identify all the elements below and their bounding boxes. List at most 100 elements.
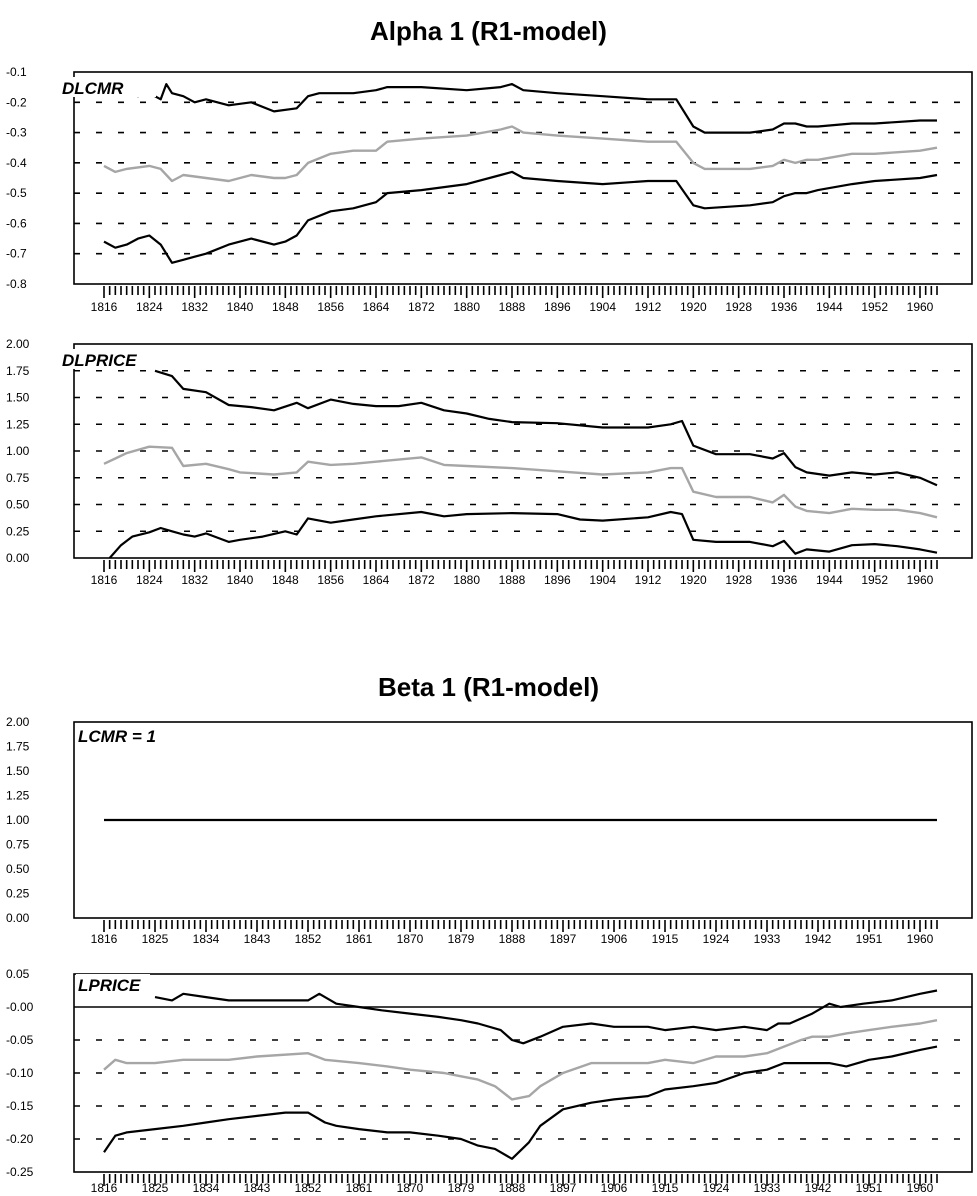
plot-frame	[73, 721, 973, 919]
panel-label: DLCMR	[62, 79, 124, 98]
x-tick-label: 1924	[703, 1181, 730, 1195]
x-tick-label: 1960	[907, 573, 934, 587]
x-tick-label: 1888	[499, 573, 526, 587]
x-tick-label: 1896	[544, 300, 571, 314]
x-tick-label: 1888	[499, 1181, 526, 1195]
x-tick-label: 1824	[136, 573, 163, 587]
y-tick-label: 1.50	[6, 764, 30, 778]
x-tick-label: 1920	[680, 300, 707, 314]
y-tick-label: 0.25	[6, 524, 30, 538]
x-tick-label: 1852	[295, 932, 322, 946]
x-tick-label: 1936	[771, 573, 798, 587]
x-tick-label: 1888	[499, 300, 526, 314]
x-tick-label: 1848	[272, 573, 299, 587]
x-tick-label: 1888	[499, 932, 526, 946]
x-tick-label: 1933	[754, 1181, 781, 1195]
y-tick-label: -0.25	[6, 1165, 34, 1179]
x-tick-label: 1960	[907, 932, 934, 946]
x-tick-label: 1944	[816, 300, 843, 314]
y-tick-label: 0.25	[6, 887, 30, 901]
x-tick-label: 1848	[272, 300, 299, 314]
x-tick-label: 1906	[601, 1181, 628, 1195]
series-line-estimate	[103, 125, 938, 183]
y-tick-label: 1.75	[6, 364, 30, 378]
x-tick-label: 1942	[805, 932, 832, 946]
y-tick-label: 1.25	[6, 789, 30, 803]
y-tick-label: 0.75	[6, 471, 30, 485]
series-line-lower	[103, 1045, 938, 1160]
y-tick-label: 1.75	[6, 740, 30, 754]
y-tick-label: 1.50	[6, 391, 30, 405]
y-tick-label: -0.6	[6, 216, 27, 230]
x-tick-label: 1944	[816, 573, 843, 587]
x-tick-label: 1915	[652, 1181, 679, 1195]
series-line-estimate	[103, 1019, 938, 1101]
x-tick-label: 1864	[363, 300, 390, 314]
x-tick-label: 1840	[227, 573, 254, 587]
chart-dlprice: 2.00 1.75 1.50 1.25 1.00 0.75 0.50 0.25 0.00 1816…	[6, 337, 973, 587]
x-tick-label: 1816	[91, 932, 118, 946]
x-tick-label: 1920	[680, 573, 707, 587]
x-tick-label: 1852	[295, 1181, 322, 1195]
y-tick-label: -0.3	[6, 126, 27, 140]
y-tick-label: 1.00	[6, 444, 30, 458]
y-tick-label: -0.7	[6, 247, 27, 261]
alpha-chart-title: Alpha 1 (R1-model)	[370, 16, 607, 46]
y-tick-label: 0.05	[6, 967, 30, 981]
y-tick-label: 2.00	[6, 715, 30, 729]
y-tick-label: -0.15	[6, 1099, 34, 1113]
plot-frame	[73, 71, 973, 285]
panel-label-backing	[60, 349, 168, 369]
y-tick-label: 0.50	[6, 498, 30, 512]
x-tick-label: 1816	[91, 1181, 118, 1195]
panel-label: LPRICE	[78, 976, 141, 995]
x-tick-label: 1896	[544, 573, 571, 587]
y-tick-label: 0.50	[6, 862, 30, 876]
x-tick-label: 1843	[244, 1181, 271, 1195]
x-tick-label: 1832	[181, 573, 208, 587]
x-tick-label: 1951	[856, 932, 883, 946]
chart-lprice: 0.05 -0.00 -0.05 -0.10 -0.15 -0.20 -0.25 1816 18…	[6, 967, 973, 1195]
y-tick-label: -0.1	[6, 65, 27, 79]
x-tick-label: 1816	[91, 573, 118, 587]
x-tick-label: 1825	[142, 932, 169, 946]
x-tick-label: 1942	[805, 1181, 832, 1195]
x-tick-label: 1928	[725, 573, 752, 587]
y-tick-label: 0.00	[6, 551, 30, 565]
panel-label-backing	[76, 974, 150, 994]
x-tick-label: 1960	[907, 300, 934, 314]
series-line-lower	[103, 170, 938, 264]
panel-label: LCMR = 1	[78, 727, 156, 746]
panel-label-backing	[60, 77, 156, 97]
x-tick-label: 1861	[346, 1181, 373, 1195]
x-tick-label: 1952	[861, 300, 888, 314]
panel-label: DLPRICE	[62, 351, 137, 370]
x-tick-label: 1880	[453, 573, 480, 587]
y-tick-label: 1.00	[6, 813, 30, 827]
x-tick-label: 1872	[408, 573, 435, 587]
y-tick-label: 2.00	[6, 337, 30, 351]
y-tick-label: -0.8	[6, 277, 27, 291]
x-tick-label: 1816	[91, 300, 118, 314]
x-tick-label: 1897	[550, 1181, 577, 1195]
x-tick-label: 1960	[907, 1181, 934, 1195]
y-tick-label: 1.25	[6, 417, 30, 431]
x-tick-label: 1824	[136, 300, 163, 314]
x-tick-label: 1906	[601, 932, 628, 946]
y-tick-label: -0.4	[6, 156, 27, 170]
x-tick-label: 1933	[754, 932, 781, 946]
x-tick-label: 1834	[193, 932, 220, 946]
x-tick-label: 1904	[589, 573, 616, 587]
beta-chart-title: Beta 1 (R1-model)	[377, 672, 600, 702]
x-tick-label: 1864	[363, 573, 390, 587]
x-tick-label: 1834	[193, 1181, 220, 1195]
x-tick-label: 1861	[346, 932, 373, 946]
chart-lcmr: 2.00 1.75 1.50 1.25 1.00 0.75 0.50 0.25 0.00 1816…	[6, 715, 973, 946]
x-tick-label: 1840	[227, 300, 254, 314]
y-tick-label: 0.75	[6, 838, 30, 852]
x-tick-label: 1904	[589, 300, 616, 314]
x-tick-label: 1924	[703, 932, 730, 946]
series-line-upper	[92, 83, 937, 134]
y-tick-label: -0.20	[6, 1132, 34, 1146]
x-tick-label: 1825	[142, 1181, 169, 1195]
